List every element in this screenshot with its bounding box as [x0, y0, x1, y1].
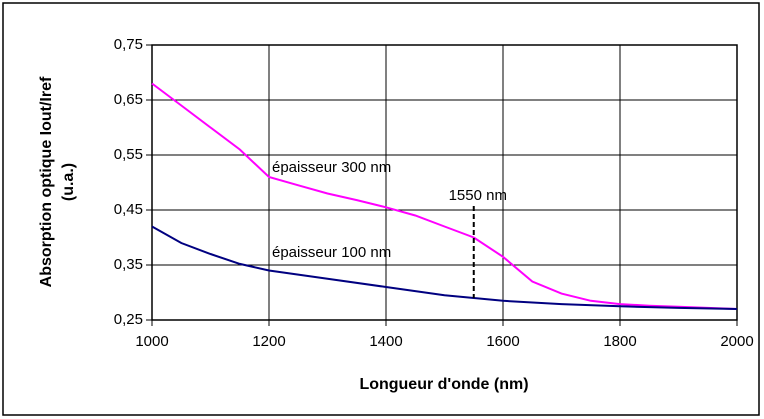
y-tick-label: 0,45	[114, 201, 143, 218]
y-tick-label: 0,65	[114, 91, 143, 108]
series-label: épaisseur 100 nm	[272, 244, 391, 261]
x-axis-label: Longueur d'onde (nm)	[359, 376, 528, 393]
y-tick-label: 0,35	[114, 256, 143, 273]
x-tick-label: 1800	[603, 333, 636, 350]
y-tick-label: 0,75	[114, 36, 143, 53]
y-tick-label: 0,25	[114, 311, 143, 328]
y-axis-label: Absorption optique Iout/Iref	[38, 76, 55, 287]
x-tick-label: 1400	[369, 333, 402, 350]
y-axis-label: (u.a.)	[60, 163, 77, 201]
x-tick-label: 1600	[486, 333, 519, 350]
series-label: épaisseur 300 nm	[272, 159, 391, 176]
x-tick-label: 1000	[135, 333, 168, 350]
series-line	[151, 82, 738, 310]
marker-label: 1550 nm	[449, 187, 507, 204]
y-tick-label: 0,55	[114, 146, 143, 163]
x-tick-label: 2000	[720, 333, 753, 350]
series-line	[151, 225, 738, 310]
x-tick-label: 1200	[252, 333, 285, 350]
plot-area	[151, 44, 738, 321]
